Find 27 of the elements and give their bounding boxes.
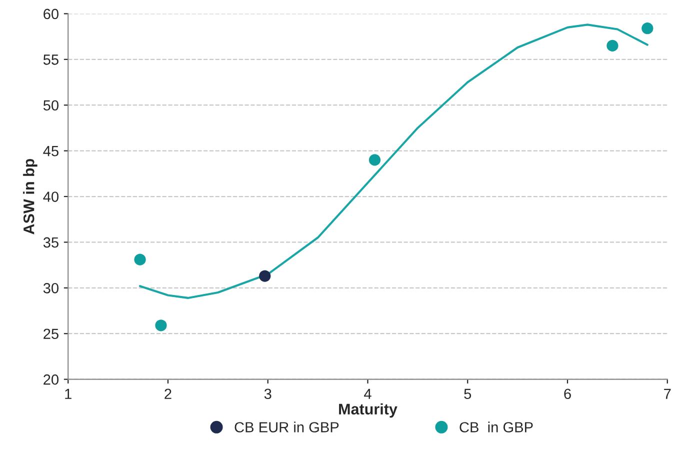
legend-label: CB in GBP [460,422,533,432]
y-tick-label: 35 [43,237,58,248]
y-tick-label: 55 [43,54,58,65]
y-tick-label: 40 [43,192,59,202]
legend-label: CB EUR in GBP [234,422,339,432]
x-tick-label: 3 [264,388,272,400]
y-tick-label: 60 [44,8,59,20]
x-tick-label: 7 [664,388,671,399]
x-tick-label: 1 [65,388,72,399]
y-tick-label: 45 [43,146,58,156]
point [155,320,167,332]
x-tick-label: 2 [164,388,172,399]
point [642,22,654,34]
x-tick-label: 6 [564,388,571,400]
y-tick-label: 20 [44,374,59,385]
point [134,254,146,266]
x-axis-title: Maturity [339,403,398,418]
y-tick-label: 50 [43,100,59,111]
x-tick-label: 4 [364,388,372,399]
point [368,154,381,166]
x-tick-label: 5 [464,388,472,400]
y-tick-label: 30 [43,283,59,294]
point [259,270,271,282]
y-tick-label: 25 [44,328,58,340]
point [606,40,618,52]
line-series [138,24,648,300]
y-axis-title: ASW in bp [23,158,38,234]
